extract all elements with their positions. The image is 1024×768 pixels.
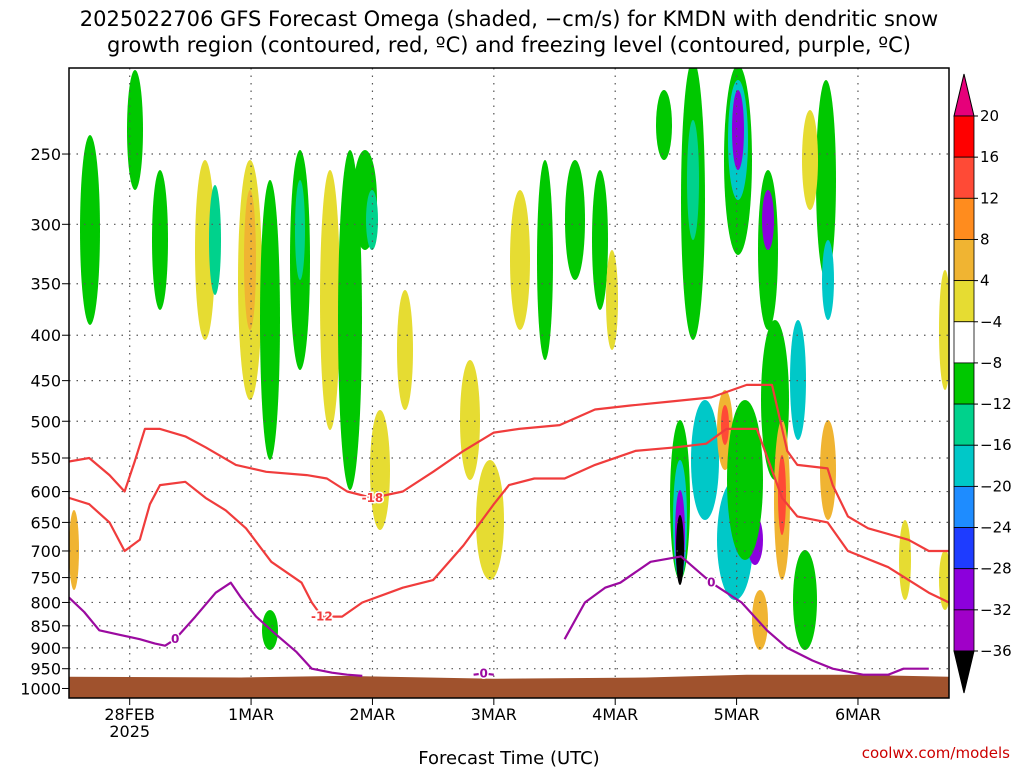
x-axis-label: Forecast Time (UTC) bbox=[418, 748, 599, 768]
colorbar-tick-label: −20 bbox=[980, 477, 1012, 495]
x-tick-label: 28FEB bbox=[104, 705, 155, 724]
x-tick-label: 3MAR bbox=[471, 705, 517, 724]
colorbar-swatch bbox=[953, 321, 975, 364]
colorbar-tick-label: −12 bbox=[980, 395, 1012, 413]
y-tick-label: 850 bbox=[30, 617, 61, 636]
contour-label: 0 bbox=[171, 632, 179, 646]
contour-label: 0 bbox=[707, 576, 715, 590]
colorbar-bottom-arrow bbox=[953, 650, 975, 694]
x-tick-label: 6MAR bbox=[835, 705, 881, 724]
colorbar-tick-label: −28 bbox=[980, 560, 1012, 578]
colorbar-swatch bbox=[953, 197, 975, 240]
y-axis-ticks: 250 300 350 400 450 500 550 600 650 700 750 800 850 9… bbox=[20, 145, 69, 698]
x-tick-sublabel: 2025 bbox=[109, 722, 150, 741]
colorbar-swatch bbox=[953, 568, 975, 611]
colorbar-tick-label: 16 bbox=[980, 148, 999, 166]
colorbar-tick-label: −8 bbox=[980, 354, 1002, 372]
contour-line-0-2 bbox=[69, 581, 363, 677]
colorbar-tick-label: 4 bbox=[980, 272, 990, 290]
y-tick-label: 950 bbox=[30, 660, 61, 679]
y-tick-label: 600 bbox=[30, 483, 61, 502]
colorbar-tick-label: −4 bbox=[980, 313, 1002, 331]
x-tick-label: 1MAR bbox=[228, 705, 274, 724]
colorbar-tick-label: 8 bbox=[980, 230, 990, 248]
y-tick-label: 450 bbox=[30, 372, 61, 391]
colorbar-tick-label: −32 bbox=[980, 601, 1012, 619]
chart-title-line-2: growth region (contoured, red, ºC) and f… bbox=[107, 33, 911, 57]
omega-shading bbox=[69, 68, 949, 650]
terrain-ground bbox=[69, 674, 949, 698]
colorbar-tick-label: 12 bbox=[980, 189, 999, 207]
y-tick-label: 700 bbox=[30, 542, 61, 561]
credit-link[interactable]: coolwx.com/models bbox=[862, 744, 1010, 762]
colorbar-swatch bbox=[953, 609, 975, 652]
y-tick-label: 1000 bbox=[20, 679, 61, 698]
y-tick-label: 550 bbox=[30, 449, 61, 468]
colorbar-swatch bbox=[953, 362, 975, 405]
colorbar-tick-label: −24 bbox=[980, 519, 1012, 537]
y-tick-label: 300 bbox=[30, 215, 61, 234]
y-tick-label: 500 bbox=[30, 412, 61, 431]
y-tick-label: 750 bbox=[30, 569, 61, 588]
colorbar-swatch bbox=[953, 156, 975, 199]
chart-title-line-1: 2025022706 GFS Forecast Omega (shaded, −… bbox=[80, 7, 938, 31]
x-tick-label: 5MAR bbox=[714, 705, 760, 724]
contour-lines: -18 -12 0 0 0 bbox=[69, 383, 949, 682]
contour-line-minus18-0 bbox=[69, 383, 949, 553]
colorbar-swatch bbox=[953, 115, 975, 158]
x-tick-label: 2MAR bbox=[349, 705, 395, 724]
y-tick-label: 900 bbox=[30, 639, 61, 658]
colorbar-top-arrow bbox=[953, 73, 975, 117]
y-tick-label: 800 bbox=[30, 593, 61, 612]
contour-line-minus12-1 bbox=[69, 427, 949, 618]
colorbar-tick-label: −16 bbox=[980, 436, 1012, 454]
contour-label: -18 bbox=[362, 491, 384, 505]
contour-label: 0 bbox=[480, 667, 488, 681]
colorbar-swatch bbox=[953, 527, 975, 570]
contour-line-0-3 bbox=[473, 672, 494, 676]
y-tick-label: 400 bbox=[30, 326, 61, 345]
colorbar-tick-label: 20 bbox=[980, 107, 999, 125]
y-tick-label: 250 bbox=[30, 145, 61, 164]
colorbar-swatch bbox=[953, 403, 975, 446]
colorbar: 20 16 12 8 4 −4 −8 −12 −16 −20 −24 −28 −32 −36 bbox=[953, 73, 1012, 694]
colorbar-swatch bbox=[953, 444, 975, 487]
colorbar-tick-label: −36 bbox=[980, 642, 1012, 660]
grid-lines bbox=[69, 68, 949, 698]
contour-line-0-4 bbox=[563, 555, 929, 676]
x-tick-label: 4MAR bbox=[592, 705, 638, 724]
colorbar-swatch bbox=[953, 239, 975, 282]
y-tick-label: 350 bbox=[30, 275, 61, 294]
contour-label: -12 bbox=[311, 610, 333, 624]
plot-frame bbox=[68, 67, 950, 699]
colorbar-swatch bbox=[953, 485, 975, 528]
colorbar-swatch bbox=[953, 280, 975, 323]
y-tick-label: 650 bbox=[30, 513, 61, 532]
